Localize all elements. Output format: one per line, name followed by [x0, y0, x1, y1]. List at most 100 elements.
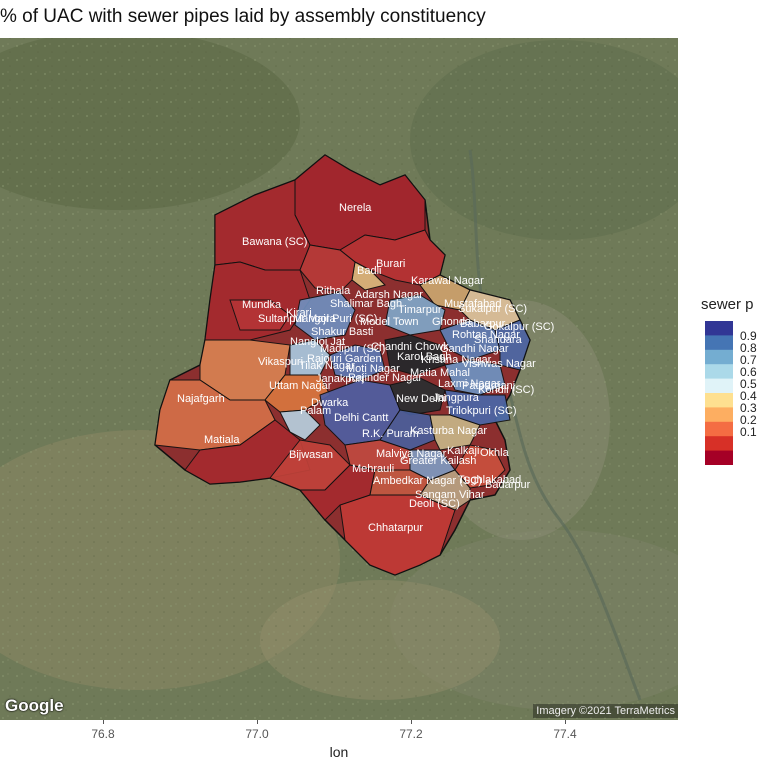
x-tick-label: 77.0: [245, 727, 269, 741]
label-laxmi-nagar: Laxmi Nagar: [438, 378, 501, 390]
label-chandni-chowk: Chandni Chowk: [371, 341, 449, 353]
constituency-labels: Nerela Bawana (SC) Burari Badli Karawal …: [177, 202, 554, 534]
label-timarpur: Timarpur: [398, 304, 442, 316]
label-chhatarpur: Chhatarpur: [368, 522, 423, 534]
label-ambedkar-nagar: Ambedkar Nagar (SC): [373, 475, 482, 487]
label-madipur: Madipur (SC): [320, 343, 385, 355]
x-tick-mark: [257, 720, 258, 724]
label-shahdara: Shahdara: [474, 334, 523, 346]
label-uttam-nagar: Uttam Nagar: [269, 380, 332, 392]
label-gandhi-nagar: Gandhi Nagar: [440, 343, 509, 355]
label-mangol-puri: Mangol Puri (SC): [293, 313, 377, 325]
label-jangpura: Jangpura: [433, 392, 480, 404]
label-moti-nagar: Moti Nagar: [346, 363, 400, 375]
choropleth-map: Nerela Bawana (SC) Burari Badli Karawal …: [0, 38, 678, 720]
label-rk-puram: R.K. Puram: [362, 428, 419, 440]
label-karawal-nagar: Karawal Nagar: [411, 275, 484, 287]
x-tick-label: 76.8: [91, 727, 115, 741]
label-seelampur: Sukalpur (SC): [458, 303, 527, 315]
label-krishna-nagar: Krishna Nagar: [421, 354, 492, 366]
label-ghonda: Ghonda: [432, 316, 472, 328]
label-nerela: Nerela: [339, 202, 372, 214]
legend-swatch: [705, 450, 733, 465]
label-bijwasan: Bijwasan: [289, 449, 333, 461]
label-bawana: Bawana (SC): [242, 236, 307, 248]
legend-swatch: [705, 364, 733, 380]
label-tilak-nagar: Tilak Nagar: [299, 360, 355, 372]
constituency-polygons: [154, 154, 531, 576]
legend-label: 0.2: [740, 413, 757, 427]
label-rajinder-nagar: Rajinder Nagar: [348, 372, 422, 384]
label-babarpur: Babarpur: [460, 318, 506, 330]
legend-colorbar: [705, 321, 733, 465]
label-shalimar-bagh: Shalimar Bagh: [330, 298, 402, 310]
legend-swatch: [705, 436, 733, 452]
label-tughlakabad: Tughlakabad: [458, 474, 521, 486]
label-malviya-nagar: Malviya Nagar: [376, 448, 447, 460]
legend-swatch: [705, 421, 733, 437]
legend-swatch: [705, 335, 733, 351]
legend-label: 0.1: [740, 425, 757, 439]
label-rajouri-garden: Rajouri Garden: [307, 353, 382, 365]
label-greater-kailash: Greater Kailash: [400, 455, 476, 467]
label-mustafabad: Mustafabad: [444, 298, 501, 310]
legend-title: sewer p: [701, 296, 754, 313]
label-kondli: Kondli (SC): [478, 384, 534, 396]
label-patparganj: Patparganj: [462, 380, 515, 392]
x-tick-mark: [565, 720, 566, 724]
chart-title: % of UAC with sewer pipes laid by assemb…: [0, 6, 486, 27]
label-rithala: Rithala: [316, 285, 351, 297]
label-badarpur: Badarpur: [485, 479, 531, 491]
legend-label: 0.5: [740, 377, 757, 391]
label-najafgarh: Najafgarh: [177, 393, 225, 405]
label-vishwas-nagar: Vishwas Nagar: [462, 358, 536, 370]
legend-swatch: [705, 321, 733, 336]
river: [468, 149, 642, 701]
label-burari: Burari: [376, 258, 405, 270]
label-shakur-basti: Shakur Basti: [311, 326, 373, 338]
legend-swatch: [705, 393, 733, 408]
x-tick-mark: [103, 720, 104, 724]
legend-label: 0.7: [740, 353, 757, 367]
label-kalkaji: Kalkaji: [447, 445, 479, 457]
label-delhi-cantt: Delhi Cantt: [334, 412, 388, 424]
label-new-delhi: New Delhi: [396, 393, 446, 405]
label-sangam-vihar: Sangam Vihar: [415, 489, 485, 501]
google-logo: Google: [5, 696, 64, 715]
imagery-attribution: Imagery ©2021 TerraMetrics: [533, 704, 678, 718]
label-sultanpur-majra: Sultanpur Majra: [258, 313, 337, 325]
map-panel[interactable]: Nerela Bawana (SC) Burari Badli Karawal …: [0, 38, 678, 720]
label-janakpuri: Janakpuri: [316, 373, 364, 385]
label-trilokpuri: Trilokpuri (SC): [446, 405, 517, 417]
label-palam: Palam: [300, 405, 331, 417]
label-gokalpur: Gokalpur (SC): [484, 321, 554, 333]
x-axis-label: lon: [329, 744, 349, 760]
label-rohtas-nagar: Rohtas Nagar: [452, 329, 520, 341]
legend-label: 0.8: [740, 341, 757, 355]
legend-label: 0.4: [740, 389, 757, 403]
label-kirari: Kirari: [286, 307, 312, 319]
legend-label: 0.6: [740, 365, 757, 379]
label-mehrauli: Mehrauli: [352, 463, 394, 475]
label-matiala: Matiala: [204, 434, 240, 446]
label-karol-bagh: Karol Bagh: [397, 351, 451, 363]
label-adarsh-nagar: Adarsh Nagar: [355, 289, 423, 301]
label-mundka: Mundka: [242, 299, 282, 311]
legend-swatch: [705, 378, 733, 394]
label-kasturba-nagar: Kasturba Nagar: [410, 425, 487, 437]
label-vikaspuri: Vikaspuri: [258, 356, 303, 368]
x-tick-label: 77.2: [399, 727, 423, 741]
label-okhla: Okhla: [480, 447, 510, 459]
legend-swatch: [705, 349, 733, 365]
legend-label: 0.3: [740, 401, 757, 415]
label-dwarka: Dwarka: [311, 397, 349, 409]
legend-swatch: [705, 407, 733, 423]
label-nangloi-jat: Nangloi Jat: [290, 336, 345, 348]
x-tick-label: 77.4: [553, 727, 577, 741]
label-model-town: Model Town: [360, 316, 419, 328]
label-deoli: Deoli (SC): [409, 498, 460, 510]
x-tick-mark: [411, 720, 412, 724]
label-matia-mahal: Matia Mahal: [410, 367, 470, 379]
legend-label: 0.9: [740, 329, 757, 343]
label-badli: Badli: [357, 265, 381, 277]
